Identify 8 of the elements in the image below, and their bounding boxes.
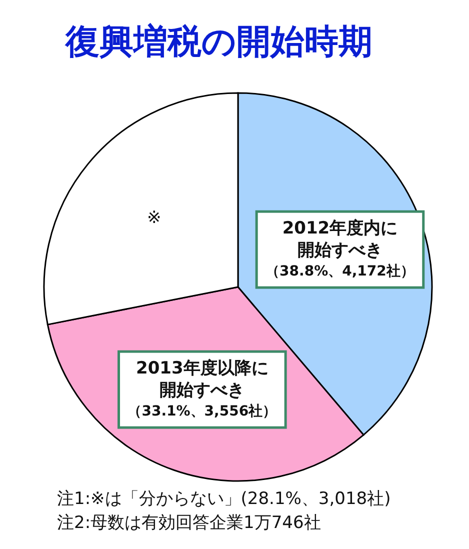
data-label: （38.8%、4,172社） [266,264,414,280]
data-label: （33.1%、3,556社） [128,404,277,420]
chart-title: 復興増税の開始時期 [64,22,374,62]
text: 注1:※は「分からない」(28.1%、3,018社) [57,488,391,511]
slice-label: 2012年度内に開始すべき [282,218,398,261]
slice-label: ※ [146,208,162,228]
text: 注2:母数は有効回答企業1万746社 [57,512,322,535]
slice-label: 2013年度以降に開始すべき [136,358,268,401]
